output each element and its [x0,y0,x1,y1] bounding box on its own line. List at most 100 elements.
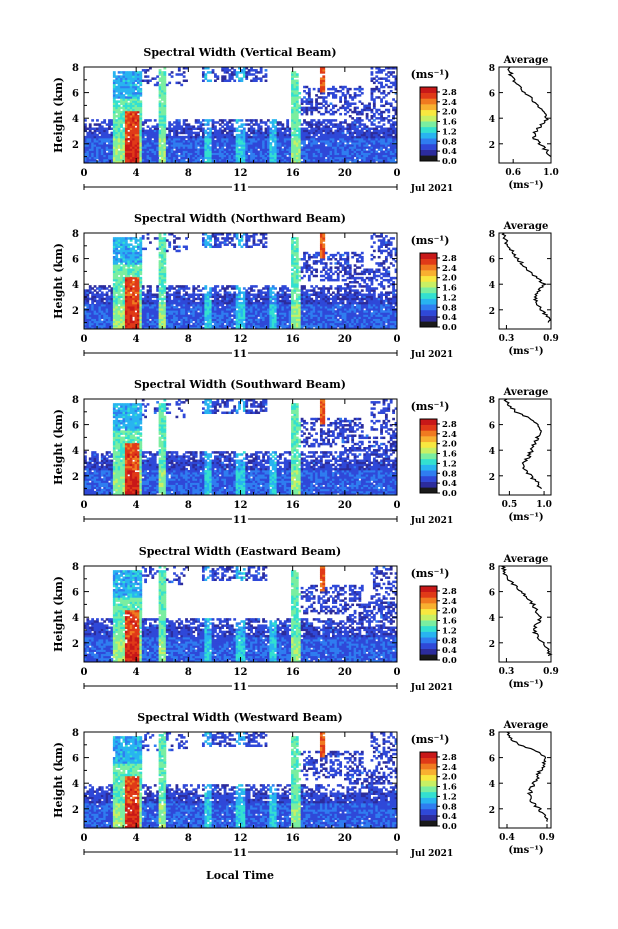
heatmap-cell [91,119,95,122]
heatmap-cell [358,100,362,103]
heatmap-cell [221,129,225,133]
heatmap-cell [96,156,99,160]
heatmap-cell [365,125,369,128]
heatmap-cell [274,160,278,164]
heatmap-cell [165,150,169,153]
heatmap-cell [136,131,140,135]
heatmap-cell [360,108,364,112]
heatmap-cell [341,125,345,128]
heatmap-cell [199,127,203,131]
heatmap-cell [182,245,186,249]
heatmap-cell [132,83,135,87]
heatmap-cell [209,119,213,122]
heatmap-cell [182,144,186,147]
heatmap-cell [274,142,278,145]
heatmap-cell [365,150,369,153]
heatmap-cell [346,87,350,91]
heatmap-cell [187,156,191,160]
heatmap-cell [115,100,119,103]
heatmap-cell [136,106,140,110]
heatmap-cell [185,160,188,164]
heatmap-cell [257,158,261,162]
heatmap-cell [139,129,143,133]
heatmap-cell [257,71,261,74]
heatmap-cell [235,75,239,78]
heatmap-cell [185,156,188,160]
heatmap-cell [96,148,99,151]
heatmap-cell [151,152,155,156]
heatmap-cell [175,137,179,141]
heatmap-cell [240,144,244,147]
heatmap-cell [98,148,102,151]
heatmap-cell [339,112,343,116]
heatmap-cell [158,142,162,145]
heatmap-cell [286,121,290,124]
heatmap-cell [132,160,135,164]
heatmap-cell [187,146,191,149]
heatmap-cell [120,293,123,297]
heatmap-cell [84,119,87,122]
heatmap-cell [230,71,234,74]
heatmap-cell [158,71,162,74]
heatmap-cell [175,156,179,160]
heatmap-cell [161,297,164,301]
heatmap-cell [218,146,222,149]
heatmap-cell [384,127,388,131]
heatmap-cell [149,135,152,139]
heatmap-cell [276,156,280,160]
heatmap-cell [112,133,116,137]
heatmap-cell [235,285,239,288]
heatmap-cell [283,142,287,145]
heatmap-cell [127,112,131,116]
heatmap-cell [182,129,186,133]
heatmap-cell [132,137,135,141]
heatmap-cell [189,158,193,162]
heatmap-cell [136,123,140,126]
heatmap-cell [257,135,261,139]
heatmap-cell [221,154,225,158]
heatmap-cell [266,154,270,158]
heatmap-cell [122,119,126,122]
heatmap-cell [221,121,225,124]
heatmap-cell [168,142,172,145]
heatmap-cell [158,89,162,93]
heatmap-cell [288,148,292,151]
heatmap-cell [281,150,285,153]
heatmap-cell [108,156,111,160]
heatmap-cell [264,129,268,133]
heatmap-cell [161,110,164,114]
date-label: Jul 2021 [410,184,453,194]
heatmap-cell [124,98,128,101]
heatmap-cell [100,160,104,164]
heatmap-cell [180,131,184,135]
heatmap-cell [274,148,278,151]
heatmap-cell [344,127,347,131]
heatmap-cell [149,142,152,145]
heatmap-cell [336,108,340,112]
heatmap-cell [122,73,126,76]
heatmap-cell [209,79,213,83]
heatmap-cell [375,79,379,83]
heatmap-cell [201,135,205,139]
heatmap-cell [141,291,145,294]
heatmap-cell [117,121,121,124]
heatmap-cell [221,241,225,244]
heatmap-cell [173,121,176,124]
heatmap-cell [216,156,220,160]
heatmap-cell [185,125,188,128]
heatmap-cell [218,160,222,164]
heatmap-cell [204,137,208,141]
heatmap-cell [288,131,292,135]
heatmap-cell [91,131,95,135]
heatmap-cell [115,96,119,99]
heatmap-cell [117,129,121,133]
heatmap-cell [199,137,203,141]
heatmap-cell [103,127,107,131]
heatmap-cell [105,131,109,135]
heatmap-cell [377,87,381,91]
heatmap-cell [201,119,205,122]
heatmap-cell [134,295,138,299]
heatmap-cell [134,87,138,91]
heatmap-cell [271,129,275,133]
heatmap-cell [158,112,162,116]
